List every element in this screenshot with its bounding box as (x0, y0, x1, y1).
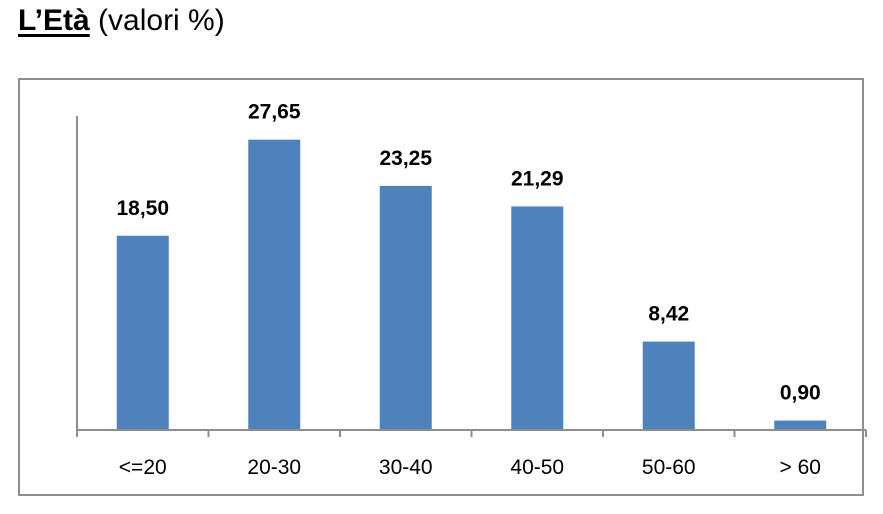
chart-title-units: (valori %) (98, 4, 225, 37)
bar-4 (511, 206, 564, 430)
chart-title-main: L’Età (18, 4, 90, 37)
x-tick-label-3: 30-40 (379, 456, 433, 479)
bars-group (116, 139, 827, 431)
bar-3 (379, 185, 432, 430)
data-label-1: 18,50 (116, 197, 169, 220)
data-label-6: 0,90 (780, 382, 821, 405)
data-label-5: 8,42 (648, 303, 689, 326)
x-tick-label-5: 50-60 (642, 456, 696, 479)
x-tick-label-1: <=20 (119, 456, 167, 479)
bar-6 (774, 420, 827, 430)
data-label-2: 27,65 (248, 101, 301, 124)
x-tick-label-2: 20-30 (247, 456, 301, 479)
bar-1 (116, 235, 169, 430)
chart-title: L’Età (valori %) (18, 4, 225, 38)
bar-2 (248, 139, 301, 431)
chart-frame (18, 78, 864, 496)
data-label-4: 21,29 (511, 167, 564, 190)
data-label-3: 23,25 (379, 147, 432, 170)
labels-group: 18,50 <=20 27,65 20-30 23,25 30-40 21,29 40-50 8… (116, 101, 821, 479)
x-tick-label-4: 40-50 (510, 456, 564, 479)
axes-group (76, 116, 867, 437)
x-tick-label-6: > 60 (780, 456, 821, 479)
bar-5 (642, 341, 695, 430)
